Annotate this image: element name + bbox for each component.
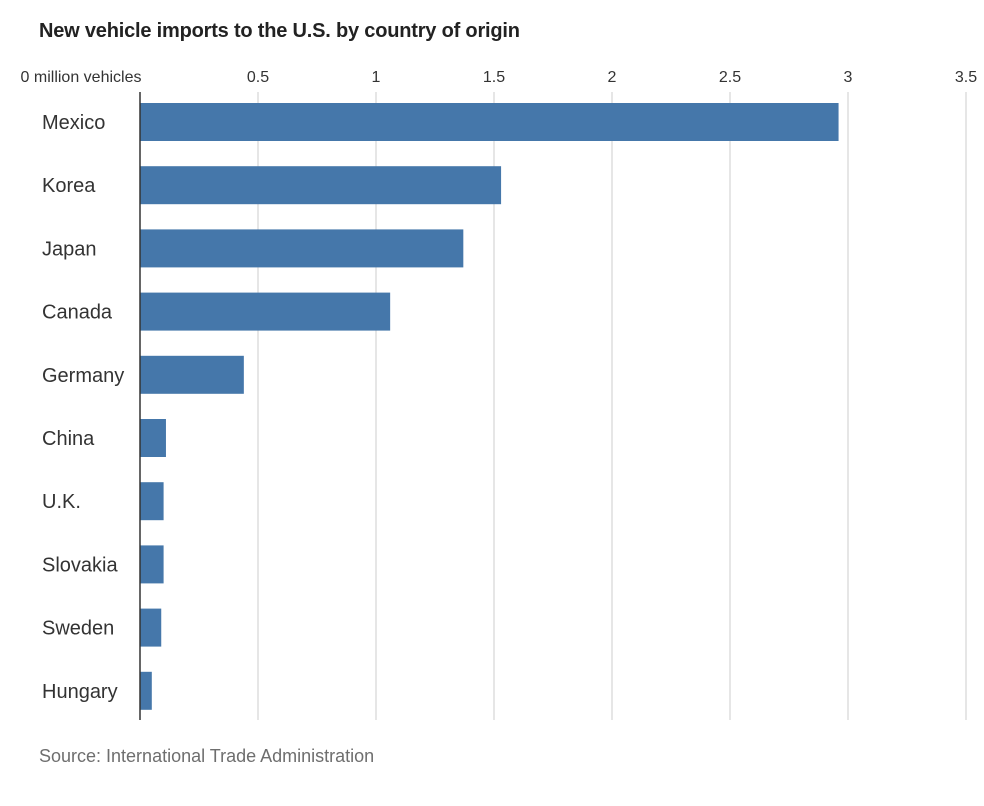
x-tick-label: 3 — [844, 69, 853, 86]
x-tick-label: 1.5 — [483, 69, 505, 86]
x-tick-label: 0.5 — [247, 69, 269, 86]
bar-germany — [140, 355, 244, 394]
category-label: Mexico — [42, 112, 105, 134]
category-label: Germany — [42, 365, 124, 387]
category-label: Slovakia — [42, 554, 118, 576]
bar-china — [140, 419, 166, 457]
category-labels: Mexico Korea Japan Canada Germany China U.K. Sl… — [42, 112, 124, 703]
bar-canada — [140, 292, 391, 331]
bar-mexico — [140, 103, 839, 141]
category-label: Korea — [42, 175, 96, 197]
bars — [140, 103, 839, 710]
x-axis-ticks: 0 million vehicles 0.5 1 1.5 2 2.5 3 3.5 — [21, 69, 978, 86]
category-label: Sweden — [42, 618, 114, 640]
bar-uk — [140, 482, 164, 521]
category-label: Hungary — [42, 681, 118, 703]
bar-slovakia — [140, 545, 164, 584]
category-label: China — [42, 428, 95, 450]
category-label: Canada — [42, 302, 113, 324]
chart-title: New vehicle imports to the U.S. by count… — [39, 20, 520, 42]
x-tick-label: 0 million vehicles — [21, 69, 142, 86]
gridlines — [257, 92, 967, 720]
bar-korea — [140, 166, 502, 205]
bar-hungary — [140, 671, 152, 710]
x-tick-label: 1 — [372, 69, 381, 86]
source-note: Source: International Trade Administrati… — [39, 746, 375, 766]
bar-japan — [140, 229, 464, 268]
category-label: U.K. — [42, 491, 81, 513]
category-label: Japan — [42, 238, 97, 260]
x-tick-label: 3.5 — [955, 69, 977, 86]
bar-sweden — [140, 608, 162, 647]
x-tick-label: 2.5 — [719, 69, 741, 86]
x-tick-label: 2 — [608, 69, 617, 86]
